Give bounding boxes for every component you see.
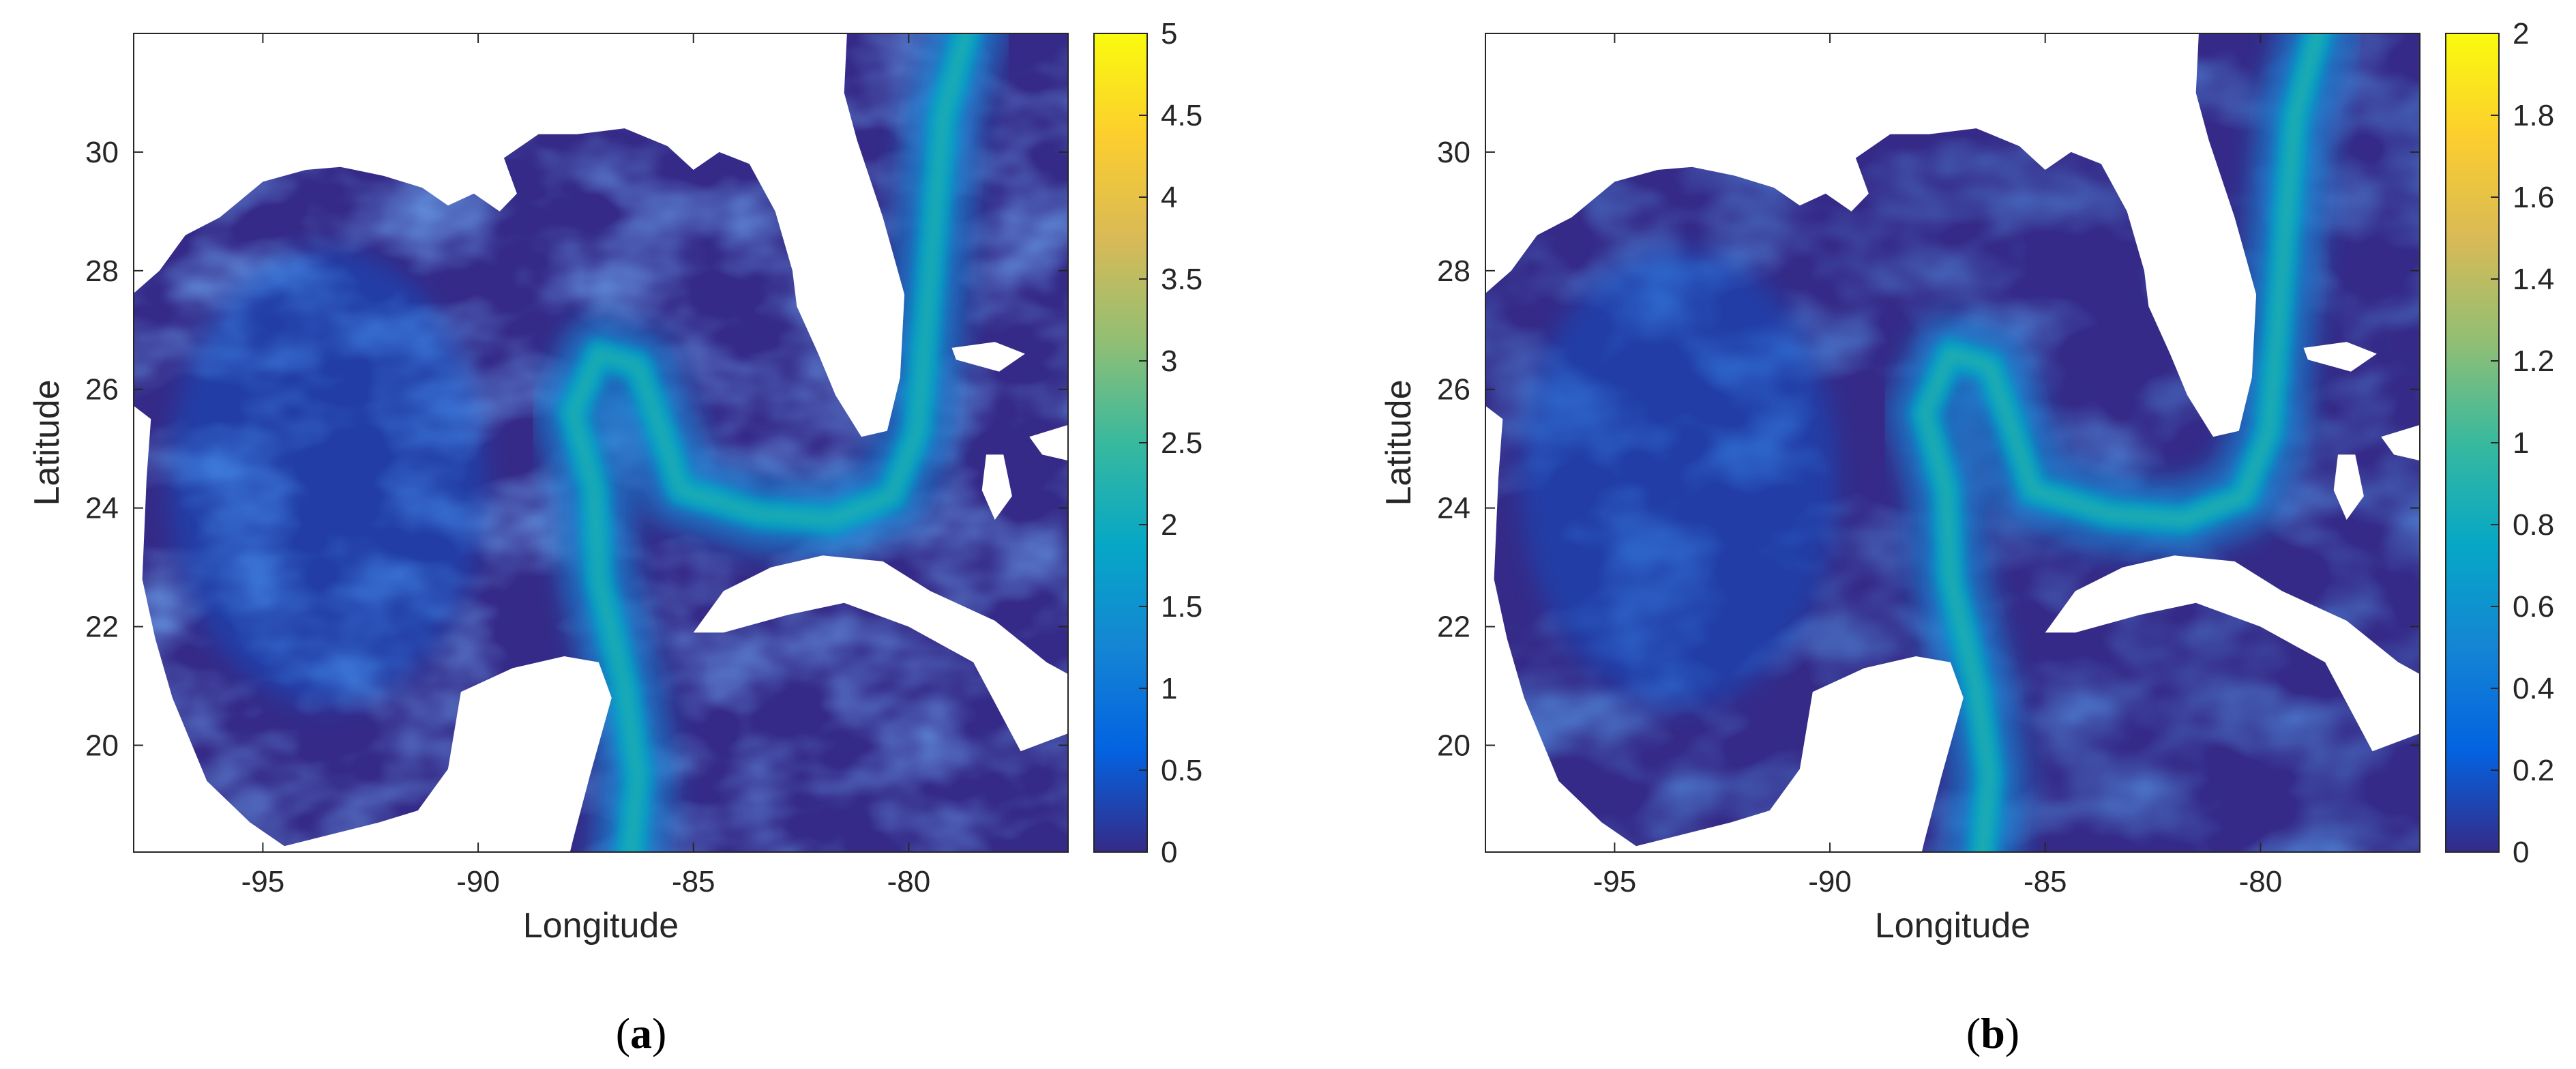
colorbar-tick-label: 1.2 [2513,345,2554,378]
x-axis-title: Longitude [523,906,679,946]
colorbar-tick-label: 0.8 [2513,508,2554,542]
y-tick-label: 30 [1437,136,1470,169]
colorbar [2446,33,2499,852]
x-tick-label: -95 [1593,865,1637,898]
colorbar-tick-label: 2 [2513,17,2529,50]
land-bahamasN [951,342,1025,372]
colorbar-tick-label: 1.4 [2513,263,2554,296]
land-mexico [134,405,612,852]
y-tick-label: 26 [85,373,119,407]
land-cuba [2045,555,2420,752]
axes-frame [1485,33,2420,853]
colorbar-tick-label: 0 [2513,836,2529,869]
land-cuba [693,555,1068,752]
land-bahamasE [1029,424,1068,461]
western-gulf-eddies [1520,249,1839,708]
x-tick-label: -95 [241,865,285,898]
colorbar-tick-label: 0.2 [2513,754,2554,787]
colorbar-tick-label: 0.5 [1161,754,1202,787]
y-tick-label: 24 [1437,492,1470,525]
panel-caption-letter: a [630,1009,652,1057]
y-tick-label: 28 [85,254,119,288]
x-tick-label: -90 [456,865,500,898]
y-tick-label: 22 [1437,611,1470,644]
colorbar-tick-label: 1.8 [2513,99,2554,132]
y-axis-title: Latitude [27,379,67,506]
x-tick-label: -85 [672,865,715,898]
x-axis-title: Longitude [1875,906,2030,946]
panel-b: -95 -90 -85 -80202224262830LongitudeLatitud… [1379,17,2554,1057]
colorbar-tick-label: 0.6 [2513,590,2554,624]
colorbar-tick-label: 2 [1161,508,1177,542]
y-tick-label: 20 [85,729,119,762]
y-tick-label: 20 [1437,729,1470,762]
land-bahamasE [2381,424,2420,461]
panel-caption: (a) [616,1009,667,1057]
land-mexico [1485,405,1964,852]
panel-caption-letter: b [1981,1009,2005,1057]
colorbar-tick-label: 4 [1161,181,1177,214]
land-andros [981,454,1012,520]
panel-a: -95 -90 -85 -80202224262830LongitudeLatitud… [27,17,1202,1057]
y-tick-label: 28 [1437,254,1470,288]
x-tick-label: -80 [2239,865,2283,898]
colorbar-tick-label: 3.5 [1161,263,1202,296]
colorbar-tick-label: 1 [1161,672,1177,705]
land-north [134,33,905,437]
colorbar [1094,33,1147,852]
western-gulf-eddies [168,249,487,708]
panel-caption: (b) [1966,1009,2019,1057]
land-north [1485,33,2257,437]
colorbar-tick-label: 0 [1161,836,1177,869]
colorbar-tick-label: 0.4 [2513,672,2554,705]
speed-field [1485,33,2420,852]
x-tick-label: -90 [1808,865,1852,898]
colorbar-tick-label: 4.5 [1161,99,1202,132]
loop-current-core [567,33,972,852]
y-tick-label: 24 [85,492,119,525]
colorbar-tick-label: 3 [1161,345,1177,378]
x-tick-label: -80 [887,865,931,898]
colorbar-tick-label: 1.5 [1161,590,1202,624]
y-axis-title: Latitude [1379,379,1419,506]
x-tick-label: -85 [2024,865,2067,898]
colorbar-tick-label: 5 [1161,17,1177,50]
y-tick-label: 30 [85,136,119,169]
panels: -95 -90 -85 -80202224262830LongitudeLatitud… [27,17,2554,1057]
colorbar-tick-label: 2.5 [1161,426,1202,460]
y-tick-label: 26 [1437,373,1470,407]
y-tick-label: 22 [85,611,119,644]
colorbar-tick-label: 1 [2513,426,2529,460]
axes-frame [133,33,1069,853]
land-bahamasN [2303,342,2377,372]
land-andros [2333,454,2364,520]
speed-field [134,33,1068,852]
loop-current-core [1919,33,2324,852]
colorbar-tick-label: 1.6 [2513,181,2554,214]
